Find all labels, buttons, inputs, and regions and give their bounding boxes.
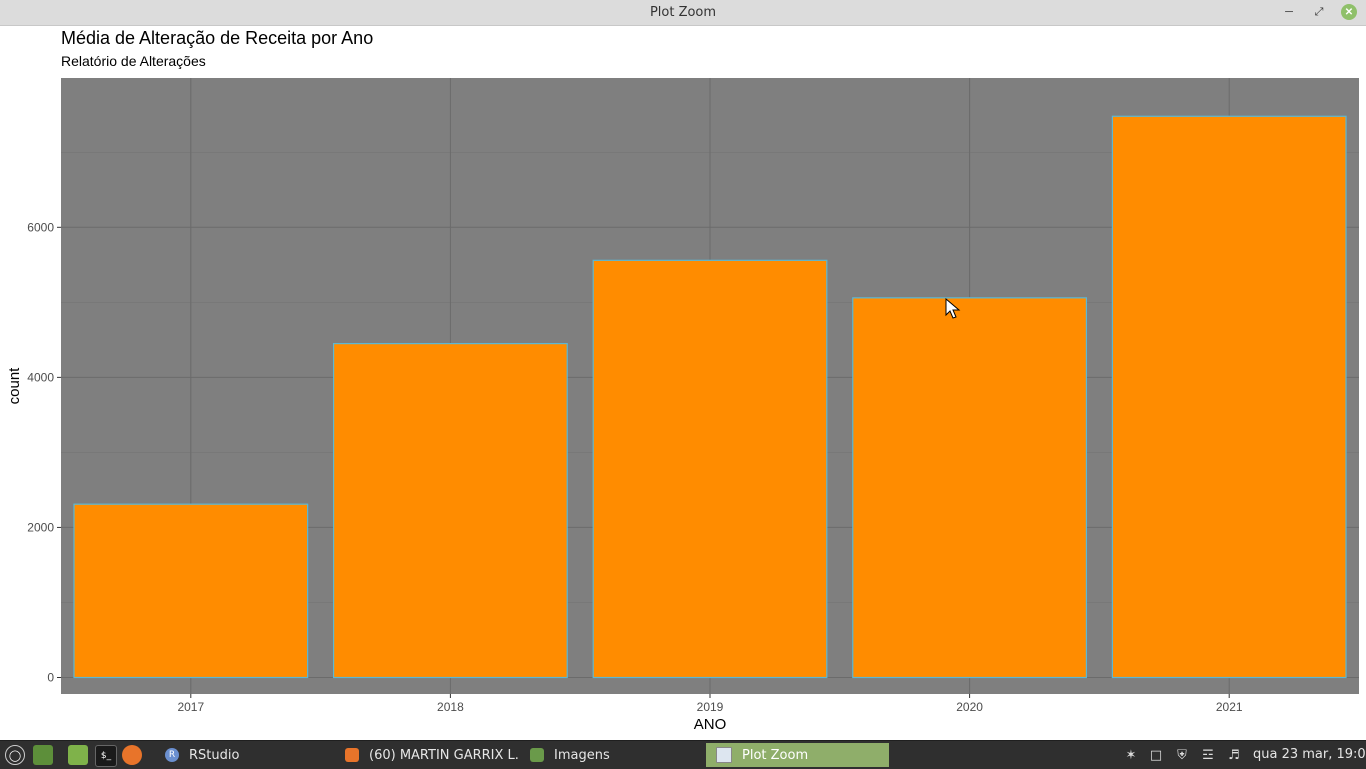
task-firefox[interactable]: (60) MARTIN GARRIX L...	[335, 743, 520, 767]
x-tick-label: 2017	[177, 700, 204, 714]
task-imagens[interactable]: Imagens	[520, 743, 700, 767]
task-label: Imagens	[554, 747, 610, 763]
y-tick-label: 4000	[27, 370, 54, 384]
clipboard-icon[interactable]: □	[1149, 747, 1163, 763]
bar-2021	[1111, 115, 1347, 679]
taskbar: ◯ $_ R RStudio (60) MARTIN GARRIX L... I…	[0, 740, 1366, 769]
minimize-icon[interactable]: ─	[1285, 6, 1293, 18]
chart-subtitle: Relatório de Alterações	[61, 53, 206, 69]
x-tick-label: 2018	[437, 700, 464, 714]
bar-chart: 0 2000 4000 6000 2017 2018 2019 2020 2021 ANO coun…	[6, 78, 1359, 733]
clock[interactable]: qua 23 mar, 19:07	[1253, 747, 1366, 762]
terminal-icon[interactable]: $_	[95, 745, 117, 767]
y-tick-label: 6000	[27, 220, 54, 234]
task-label: Plot Zoom	[742, 747, 809, 763]
mint-menu-icon[interactable]: ◯	[5, 745, 25, 765]
task-label: (60) MARTIN GARRIX L...	[369, 747, 520, 763]
window-title: Plot Zoom	[649, 5, 717, 20]
y-axis-label: count	[6, 367, 23, 405]
window-icon	[716, 747, 732, 763]
bar-2017	[73, 503, 309, 679]
close-icon[interactable]: ✕	[1341, 4, 1357, 20]
chart-title: Média de Alteração de Receita por Ano	[61, 28, 374, 48]
window-titlebar[interactable]: Plot Zoom ─ ⤢ ✕	[0, 0, 1366, 26]
restore-icon[interactable]: ⤢	[1314, 5, 1324, 18]
task-label: RStudio	[189, 747, 240, 763]
bar-2018	[332, 343, 568, 679]
firefox-launcher-icon[interactable]	[122, 745, 142, 765]
firefox-icon	[345, 748, 359, 762]
bar-2019	[592, 259, 828, 679]
show-desktop-icon[interactable]	[33, 745, 53, 765]
image-viewer-icon	[530, 748, 544, 762]
x-axis-label: ANO	[694, 716, 727, 733]
bluetooth-icon[interactable]: ✶	[1125, 747, 1137, 763]
task-rstudio[interactable]: R RStudio	[155, 743, 335, 767]
y-tick-label: 0	[47, 670, 54, 684]
mouse-cursor-icon	[945, 298, 961, 319]
update-shield-icon[interactable]: ⛨	[1177, 747, 1187, 763]
bar-2020	[852, 297, 1088, 679]
wifi-icon[interactable]: ☲	[1202, 747, 1214, 763]
x-tick-label: 2021	[1216, 700, 1243, 714]
x-tick-label: 2020	[956, 700, 983, 714]
task-plot-zoom[interactable]: Plot Zoom	[706, 743, 889, 767]
x-tick-label: 2019	[697, 700, 724, 714]
file-manager-icon[interactable]	[68, 745, 88, 765]
volume-icon[interactable]: ♬	[1228, 747, 1240, 763]
y-tick-label: 2000	[27, 520, 54, 534]
rstudio-icon: R	[165, 748, 179, 762]
